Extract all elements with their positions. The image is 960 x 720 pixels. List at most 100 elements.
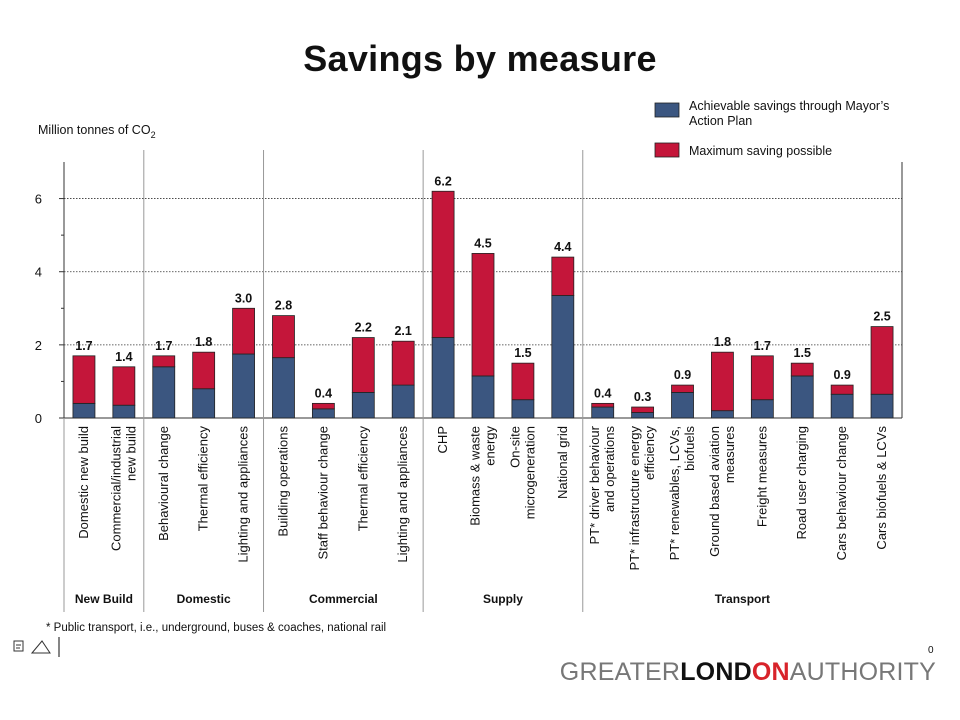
category-label: Thermal efficiency (196, 426, 211, 532)
bar-maximum (790, 362, 814, 377)
footnote: * Public transport, i.e., underground, b… (46, 622, 387, 634)
bar-maximum (711, 351, 734, 412)
bar-maximum (591, 402, 615, 408)
total-label: 1.8 (195, 335, 212, 349)
bar-achievable (750, 399, 774, 419)
category-label: Domestic new build (76, 426, 91, 539)
category-label: Lighting and appliances (236, 426, 251, 563)
total-label: 4.5 (474, 236, 491, 250)
bar-maximum (192, 351, 216, 390)
total-label: 0.9 (833, 368, 850, 382)
category-label: microgeneration (522, 426, 537, 519)
bar-maximum (551, 256, 575, 296)
bar-achievable (232, 353, 255, 419)
bar-achievable (152, 366, 176, 419)
bar-achievable (790, 375, 814, 419)
bar-achievable (471, 375, 495, 419)
bar-achievable (671, 391, 694, 419)
category-label: Cars behaviour change (834, 426, 849, 560)
category-label: Lighting and appliances (395, 426, 410, 563)
bar-achievable (551, 295, 575, 419)
category-label: biofuels (682, 426, 697, 471)
y-tick-label: 0 (35, 411, 42, 426)
gla-logo: GREATERLONDONAUTHORITY (560, 658, 936, 687)
y-tick-label: 6 (35, 192, 42, 207)
bar-maximum (351, 337, 375, 393)
bar-achievable (72, 402, 96, 419)
total-label: 1.8 (714, 335, 731, 349)
total-label: 2.8 (275, 299, 292, 313)
total-label: 0.4 (594, 386, 611, 400)
category-label: Cars biofuels & LCVs (874, 426, 889, 550)
bar-achievable (711, 410, 734, 419)
bar-maximum (112, 366, 136, 406)
toolbar-icons[interactable] (12, 637, 62, 657)
bar-achievable (830, 393, 854, 419)
category-label: PT* renewables, LCVs, (667, 426, 682, 560)
pen-tool-icon[interactable] (30, 640, 51, 654)
bar-maximum (431, 190, 455, 338)
y-axis-label-subscript: 2 (151, 130, 156, 140)
total-label: 6.2 (434, 174, 451, 188)
group-label: Commercial (309, 592, 378, 606)
category-label: Thermal efficiency (355, 426, 370, 532)
y-tick-label: 2 (35, 338, 42, 353)
bar-maximum (511, 362, 535, 401)
total-label: 2.1 (394, 324, 411, 338)
bar-achievable (192, 388, 216, 419)
category-label: new build (123, 426, 138, 481)
bar-maximum (870, 326, 894, 395)
total-label: 0.3 (634, 390, 651, 404)
legend-swatch-achievable (654, 102, 680, 118)
category-label: Freight measures (754, 426, 769, 528)
bar-maximum (391, 340, 415, 386)
category-label: Staff behaviour change (315, 426, 330, 559)
legend-label-achievable: Achievable savings through Mayor’s (689, 99, 889, 113)
popup-menu-icon[interactable] (13, 640, 24, 652)
bar-maximum (311, 402, 335, 410)
group-label: New Build (75, 592, 133, 606)
y-tick-label: 4 (35, 265, 42, 280)
bar-achievable (272, 357, 295, 419)
total-label: 1.5 (514, 346, 531, 360)
bar-maximum (232, 307, 255, 355)
group-label: Transport (715, 592, 770, 606)
category-label: Building operations (275, 426, 290, 537)
category-label: National grid (555, 426, 570, 499)
total-label: 2.5 (873, 310, 890, 324)
legend-label-achievable: Action Plan (689, 114, 752, 128)
category-label: PT* infrastructure energy (627, 426, 642, 571)
bar-achievable (870, 393, 894, 419)
category-label: Behavioural change (156, 426, 171, 541)
category-label: Ground based aviation (707, 426, 722, 557)
total-label: 1.7 (75, 339, 92, 353)
total-label: 1.5 (794, 346, 811, 360)
logo-london: LONDON (680, 658, 790, 686)
category-label: and operations (602, 426, 617, 513)
bar-achievable (591, 406, 615, 419)
bar-achievable (112, 404, 136, 419)
slide-number: 0 (928, 645, 934, 656)
y-axis-label: Million tonnes of CO2 (38, 123, 156, 140)
bar-achievable (351, 391, 375, 419)
bar-achievable (631, 412, 655, 419)
bar-achievable (511, 399, 535, 419)
category-label: PT* driver behaviour (587, 425, 602, 544)
category-label: Road user charging (794, 426, 809, 539)
bar-maximum (272, 315, 295, 359)
total-label: 0.4 (315, 386, 332, 400)
total-label: 0.9 (674, 368, 691, 382)
bar-maximum (671, 384, 694, 393)
category-label: On-site (507, 426, 522, 468)
group-label: Domestic (177, 592, 231, 606)
total-label: 2.2 (355, 321, 372, 335)
bar-achievable (311, 408, 335, 419)
category-label: efficiency (642, 426, 657, 480)
chart-title: Savings by measure (303, 38, 657, 79)
bar-achievable (391, 384, 415, 419)
category-label: energy (483, 426, 498, 466)
category-label: Biomass & waste (468, 426, 483, 526)
category-label: Commercial/industrial (108, 426, 123, 551)
bar-maximum (471, 253, 495, 377)
